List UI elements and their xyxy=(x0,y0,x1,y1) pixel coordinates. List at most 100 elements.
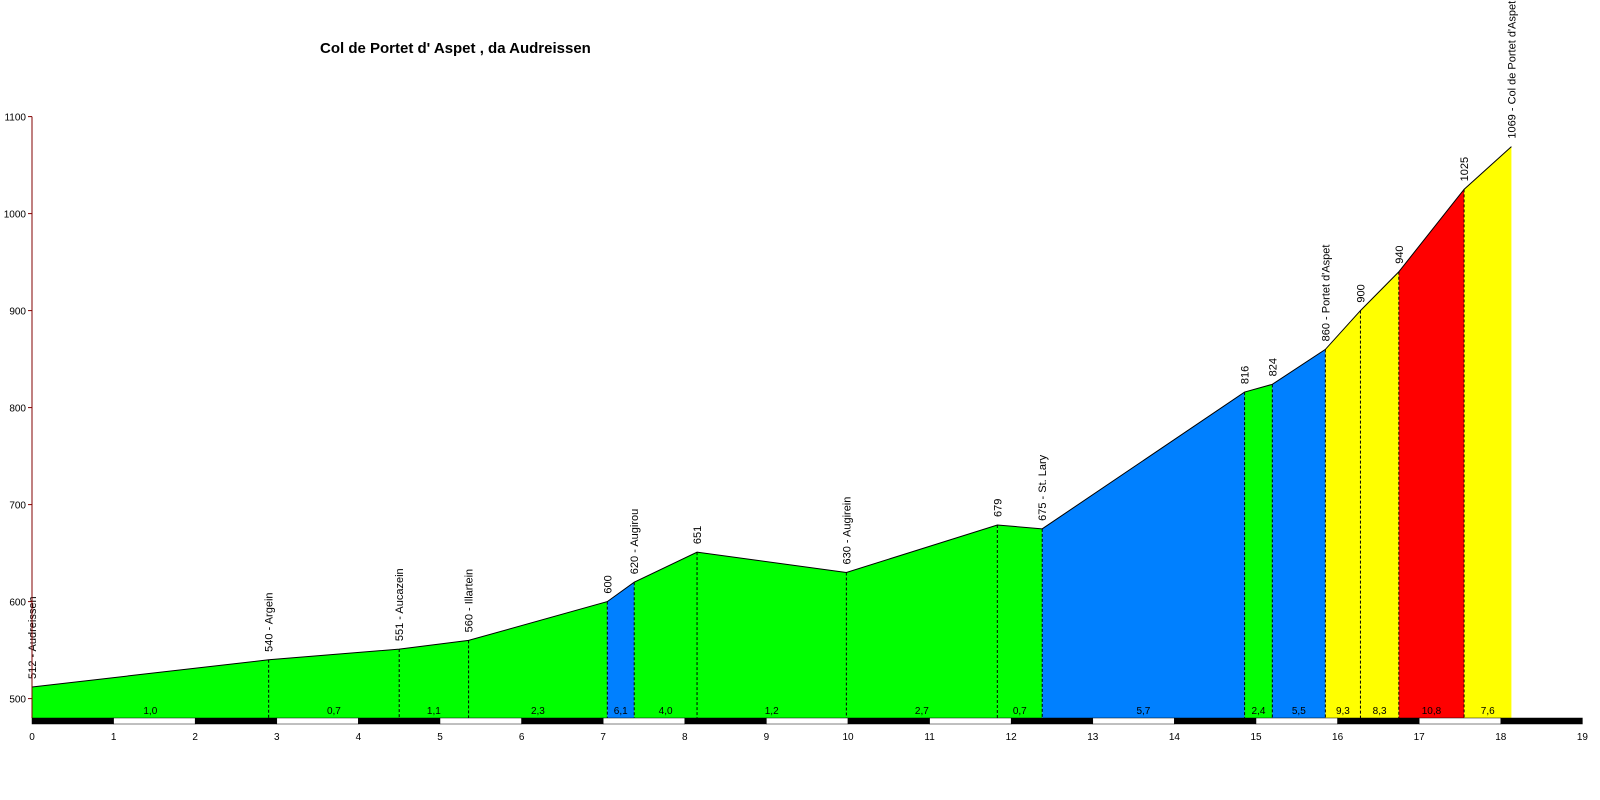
waypoint-label-15: 1025 xyxy=(1459,157,1471,181)
km-bar-17 xyxy=(1418,717,1502,725)
gradient-label-2: 1,1 xyxy=(427,706,441,717)
gradient-label-5: 4,0 xyxy=(659,706,673,717)
segment-2 xyxy=(399,640,469,718)
gradient-label-11: 5,5 xyxy=(1292,706,1306,717)
km-bar-3 xyxy=(276,717,359,725)
chart-title: Col de Portet d' Aspet , da Audreissen xyxy=(320,40,591,57)
gradient-label-7: 2,7 xyxy=(915,706,929,717)
segment-4 xyxy=(607,582,635,718)
waypoint-label-14: 940 xyxy=(1394,245,1406,263)
km-bar-12 xyxy=(1010,717,1094,725)
km-bar-1 xyxy=(113,717,196,725)
x-tick-label-9: 9 xyxy=(764,732,770,743)
gradient-label-4: 6,1 xyxy=(614,706,628,717)
x-tick-label-8: 8 xyxy=(682,732,688,743)
x-tick-label-18: 18 xyxy=(1495,732,1507,743)
gradient-label-3: 2,3 xyxy=(531,706,545,717)
x-tick-label-15: 15 xyxy=(1250,732,1262,743)
y-tick-label-2: 700 xyxy=(9,501,26,512)
y-tick-label-0: 500 xyxy=(9,695,26,706)
segment-12 xyxy=(1325,310,1361,718)
gradient-segments xyxy=(32,146,1512,719)
waypoint-label-11: 824 xyxy=(1267,358,1279,376)
km-bar-6 xyxy=(521,717,604,725)
km-bar-4 xyxy=(358,717,441,725)
segment-15 xyxy=(1464,146,1512,719)
x-tick-label-17: 17 xyxy=(1414,732,1426,743)
segment-1 xyxy=(268,649,400,718)
gradient-label-9: 5,7 xyxy=(1136,706,1150,717)
y-tick-label-1: 600 xyxy=(9,598,26,609)
segment-14 xyxy=(1398,189,1465,719)
segment-3 xyxy=(468,601,608,718)
waypoint-label-8: 679 xyxy=(992,499,1004,517)
waypoint-label-12: 860 - Portet d'Aspet xyxy=(1320,245,1332,342)
km-bar-5 xyxy=(439,717,522,725)
waypoints: 512 - Audreissen 540 - Argein 551 - Aucaze… xyxy=(27,1,1518,718)
segment-6 xyxy=(697,552,847,718)
x-axis: 0 1 2 3 4 5 6 7 8 9 10 11 12 13 14 15 16 17 18 19 xyxy=(29,717,1589,743)
x-tick-label-0: 0 xyxy=(29,732,35,743)
x-tick-label-7: 7 xyxy=(600,732,606,743)
km-bar-11 xyxy=(929,717,1012,725)
x-tick-label-10: 10 xyxy=(842,732,854,743)
x-tick-label-11: 11 xyxy=(924,732,935,743)
waypoint-label-0: 512 - Audreissen xyxy=(27,596,39,679)
x-tick-label-6: 6 xyxy=(519,732,525,743)
waypoint-label-10: 816 xyxy=(1240,366,1252,384)
waypoint-label-2: 551 - Aucazein xyxy=(394,568,406,641)
waypoint-label-5: 620 - Augirou xyxy=(629,509,641,574)
km-bar-18 xyxy=(1500,717,1583,725)
gradient-label-14: 10,8 xyxy=(1422,706,1442,717)
segment-0 xyxy=(32,659,269,718)
gradient-label-12: 9,3 xyxy=(1336,706,1350,717)
km-bar-0 xyxy=(31,717,114,725)
km-bar-15 xyxy=(1255,717,1338,725)
segment-13 xyxy=(1360,271,1399,718)
km-bar-10 xyxy=(847,717,930,725)
waypoint-label-16: 1069 - Col de Portet d'Aspet xyxy=(1506,1,1518,139)
gradient-label-10: 2,4 xyxy=(1251,706,1265,717)
gradient-label-0: 1,0 xyxy=(143,706,157,717)
x-tick-label-12: 12 xyxy=(1006,732,1018,743)
waypoint-label-3: 560 - Illartein xyxy=(464,569,476,633)
waypoint-label-1: 540 - Argein xyxy=(264,592,276,651)
km-bar-16 xyxy=(1337,717,1420,725)
segment-8 xyxy=(997,524,1043,718)
y-tick-label-4: 900 xyxy=(9,307,26,318)
km-bar-13 xyxy=(1092,717,1175,725)
x-tick-label-19: 19 xyxy=(1577,732,1589,743)
x-tick-label-3: 3 xyxy=(274,732,280,743)
x-tick-label-13: 13 xyxy=(1087,732,1099,743)
x-tick-label-16: 16 xyxy=(1332,732,1344,743)
y-axis: 500 600 700 800 900 1000 1100 xyxy=(4,113,33,718)
y-tick-label-6: 1100 xyxy=(4,113,26,124)
km-bar-9 xyxy=(766,717,849,725)
segment-7 xyxy=(846,524,998,718)
km-bar-7 xyxy=(602,717,686,725)
segment-9 xyxy=(1042,392,1245,718)
gradient-label-1: 0,7 xyxy=(327,706,341,717)
gradient-label-6: 1,2 xyxy=(765,706,779,717)
x-tick-label-4: 4 xyxy=(356,732,362,743)
segment-10 xyxy=(1244,384,1273,718)
waypoint-label-9: 675 - St. Lary xyxy=(1037,454,1049,521)
x-tick-label-1: 1 xyxy=(111,732,117,743)
km-bar-8 xyxy=(684,717,767,725)
x-tick-label-14: 14 xyxy=(1169,732,1181,743)
gradient-label-8: 0,7 xyxy=(1013,706,1027,717)
x-tick-label-2: 2 xyxy=(192,732,198,743)
x-tick-label-5: 5 xyxy=(437,732,443,743)
segment-11 xyxy=(1272,349,1326,718)
waypoint-label-4: 600 xyxy=(602,575,614,593)
y-tick-label-5: 1000 xyxy=(4,210,27,221)
waypoint-label-13: 900 xyxy=(1355,284,1367,302)
km-bar-14 xyxy=(1174,717,1257,725)
km-bar-2 xyxy=(194,717,278,725)
gradient-labels: 1,0 0,7 1,1 2,3 6,1 4,0 1,2 2,7 0,7 5,7 2,4 5,5 9,3 8… xyxy=(143,706,1495,717)
waypoint-label-7: 630 - Augirein xyxy=(841,497,853,565)
segment-5 xyxy=(634,552,698,718)
gradient-label-15: 7,6 xyxy=(1481,706,1495,717)
waypoint-label-6: 651 xyxy=(692,526,704,544)
